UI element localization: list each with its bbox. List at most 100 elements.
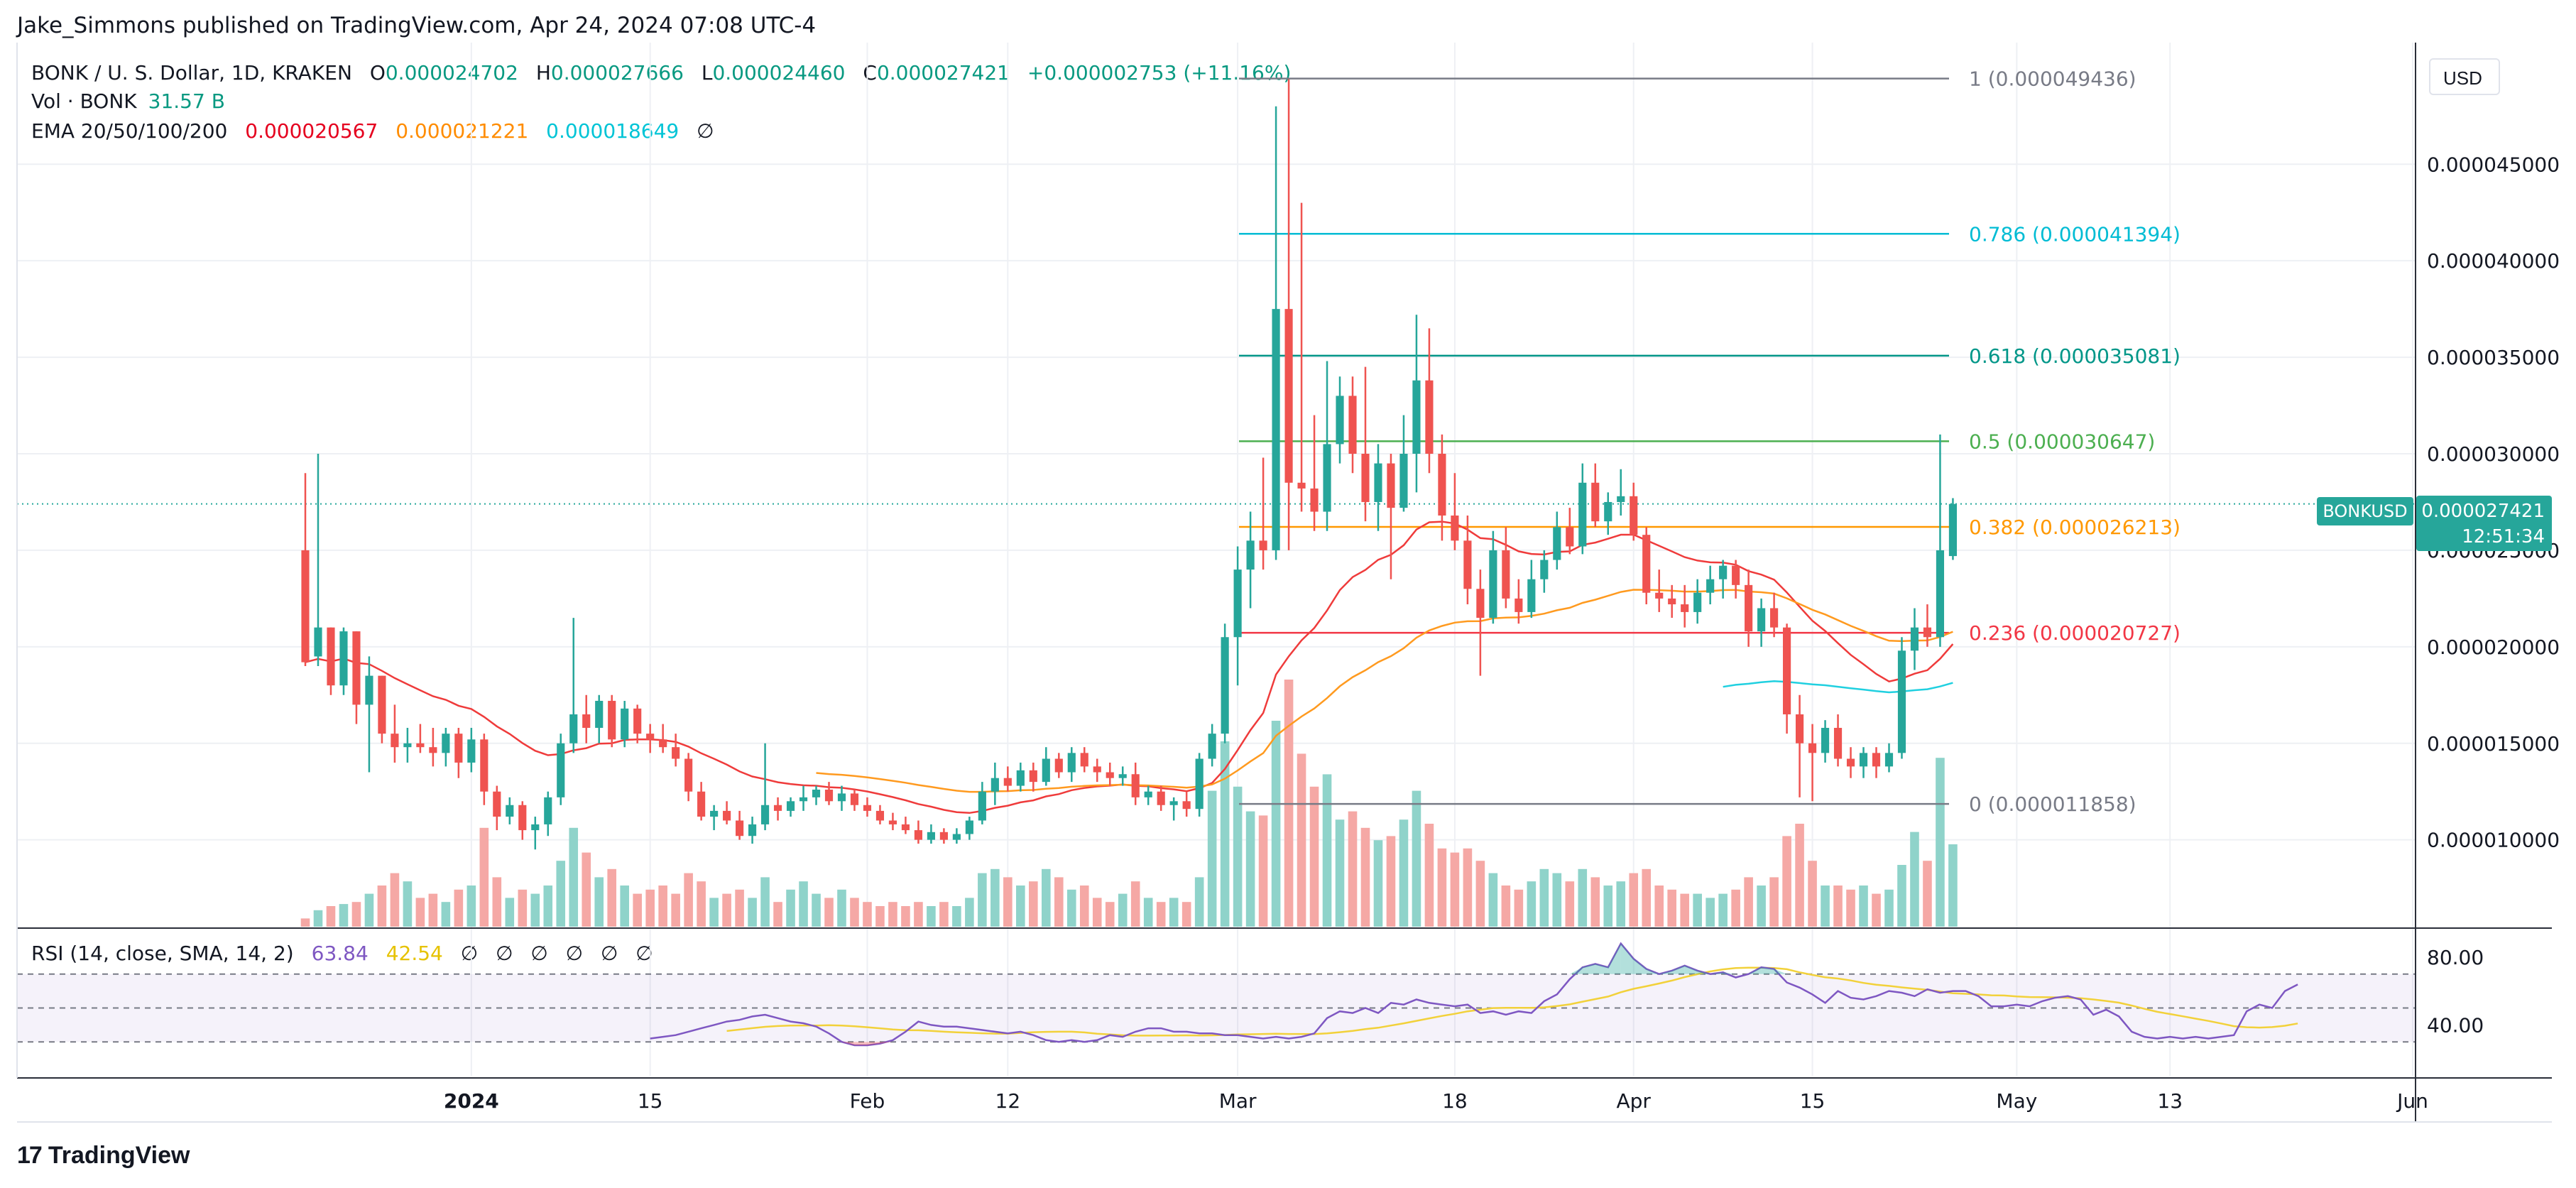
volume-bar — [1731, 889, 1740, 927]
time-tick-label: 13 — [2157, 1089, 2183, 1113]
candle-body — [646, 734, 655, 740]
volume-bar — [1181, 902, 1191, 927]
price-tick-label: 0.000035000 — [2427, 346, 2560, 369]
volume-bar — [1437, 848, 1447, 927]
volume-bar — [812, 893, 821, 927]
candle-body — [1080, 753, 1088, 767]
candle-body — [1527, 579, 1536, 612]
fib-level-label: 0 (0.000011858) — [1969, 792, 2136, 816]
candle-body — [1093, 766, 1101, 773]
rsi-overbought-fill — [1608, 943, 1621, 974]
volume-bar — [1118, 893, 1128, 927]
volume-bar — [850, 898, 859, 927]
rsi-legend[interactable]: RSI (14, close, SMA, 14, 2) 63.84 42.54 … — [31, 942, 653, 965]
candle-body — [1796, 714, 1804, 743]
rsi-empty-value: ∅ — [565, 942, 584, 965]
volume-bar — [1884, 889, 1894, 927]
volume-bar — [1654, 885, 1664, 927]
candle-body — [429, 747, 437, 753]
candle-body — [799, 797, 808, 802]
currency-selector[interactable]: USD — [2429, 58, 2500, 95]
volume-legend[interactable]: Vol · BONK 31.57 B — [31, 89, 225, 113]
volume-bar — [1092, 898, 1102, 927]
volume-bar — [1169, 898, 1179, 927]
candle-body — [1681, 604, 1689, 612]
ema20-line — [305, 521, 1954, 814]
axes: 0.000045000 0.000040000 0.000035000 0.00003… — [16, 43, 2560, 1123]
volume-bar — [1859, 885, 1868, 927]
volume-bar — [888, 902, 897, 927]
volume-bar — [594, 877, 604, 927]
ema100-line — [1723, 680, 1953, 694]
candle-body — [1463, 540, 1472, 589]
volume-bar — [990, 868, 1000, 927]
candle-body — [837, 793, 846, 802]
candle-body — [1706, 579, 1715, 593]
volume-bar — [863, 902, 872, 927]
time-tick-label: 12 — [995, 1089, 1021, 1113]
candle-body — [659, 739, 667, 748]
volume-bar — [978, 873, 987, 927]
candle-body — [1770, 608, 1779, 628]
volume-bar — [1795, 824, 1804, 927]
symbol-legend[interactable]: BONK / U. S. Dollar, 1D, KRAKEN O0.00002… — [31, 61, 1291, 85]
ema100-value: 0.000018649 — [546, 119, 680, 143]
volume-bar — [620, 885, 629, 927]
rsi-overbought-fill — [1569, 967, 1583, 974]
candle-body — [1310, 488, 1319, 512]
volume-bar — [1578, 868, 1588, 927]
volume-bar — [1003, 877, 1013, 927]
candle-body — [1897, 650, 1906, 753]
candle-body — [1884, 753, 1894, 767]
candle-body — [914, 830, 922, 840]
candle-body — [1578, 482, 1587, 547]
rsi-oversold-fill — [880, 1042, 893, 1044]
volume-bar — [1079, 885, 1089, 927]
candle-body — [760, 805, 770, 824]
volume-bar — [1143, 898, 1153, 927]
candle-body — [1833, 728, 1843, 759]
candle-body — [518, 805, 527, 831]
volume-bar — [1629, 873, 1639, 927]
tradingview-logo-icon: 17 — [17, 1142, 43, 1169]
fib-level-label: 0.786 (0.000041394) — [1969, 222, 2181, 246]
candle-body — [1489, 550, 1497, 618]
price-tick-label: 0.000045000 — [2427, 153, 2560, 176]
change-value: +0.000002753 (+11.16%) — [1027, 61, 1292, 85]
time-tick-label: Jun — [2396, 1089, 2428, 1113]
volume-bar — [543, 885, 553, 927]
tradingview-logo[interactable]: 17 TradingView — [17, 1142, 190, 1170]
candle-body — [1387, 463, 1395, 508]
candle-body — [1936, 550, 1945, 638]
candle-body — [1476, 589, 1485, 618]
volume-bar — [1565, 881, 1575, 927]
volume-bar — [965, 898, 974, 927]
volume-bar — [339, 904, 349, 927]
candle-body — [1451, 515, 1459, 541]
rsi-overbought-fill — [1671, 965, 1685, 974]
volume-bar — [901, 906, 910, 927]
time-tick-label: Feb — [850, 1089, 885, 1113]
fibonacci-retracement[interactable]: 1 (0.000049436) 0.786 (0.000041394) 0.618 … — [1239, 67, 2181, 816]
fib-level-label: 1 (0.000049436) — [1969, 67, 2136, 91]
candle-body — [454, 734, 463, 763]
last-price-value: 0.000027421 — [2421, 501, 2545, 522]
ema-legend[interactable]: EMA 20/50/100/200 0.000020567 0.00002122… — [31, 119, 714, 143]
candle-body — [1195, 758, 1204, 810]
candle-body — [1566, 527, 1574, 547]
volume-bar — [1501, 885, 1511, 927]
candle-body — [1208, 734, 1216, 759]
volume-bar — [760, 877, 770, 927]
volume-bar — [1846, 889, 1855, 927]
volume-bar — [1156, 902, 1166, 927]
volume-bar — [697, 881, 706, 927]
candlesticks[interactable] — [301, 79, 1958, 850]
candle-body — [1668, 598, 1676, 605]
candle-body — [672, 747, 680, 759]
candle-body — [1617, 496, 1625, 502]
rsi-empty-value: ∅ — [600, 942, 618, 965]
candle-body — [1859, 753, 1868, 767]
candle-body — [1042, 758, 1050, 783]
fib-level-label: 0.5 (0.000030647) — [1969, 430, 2155, 453]
